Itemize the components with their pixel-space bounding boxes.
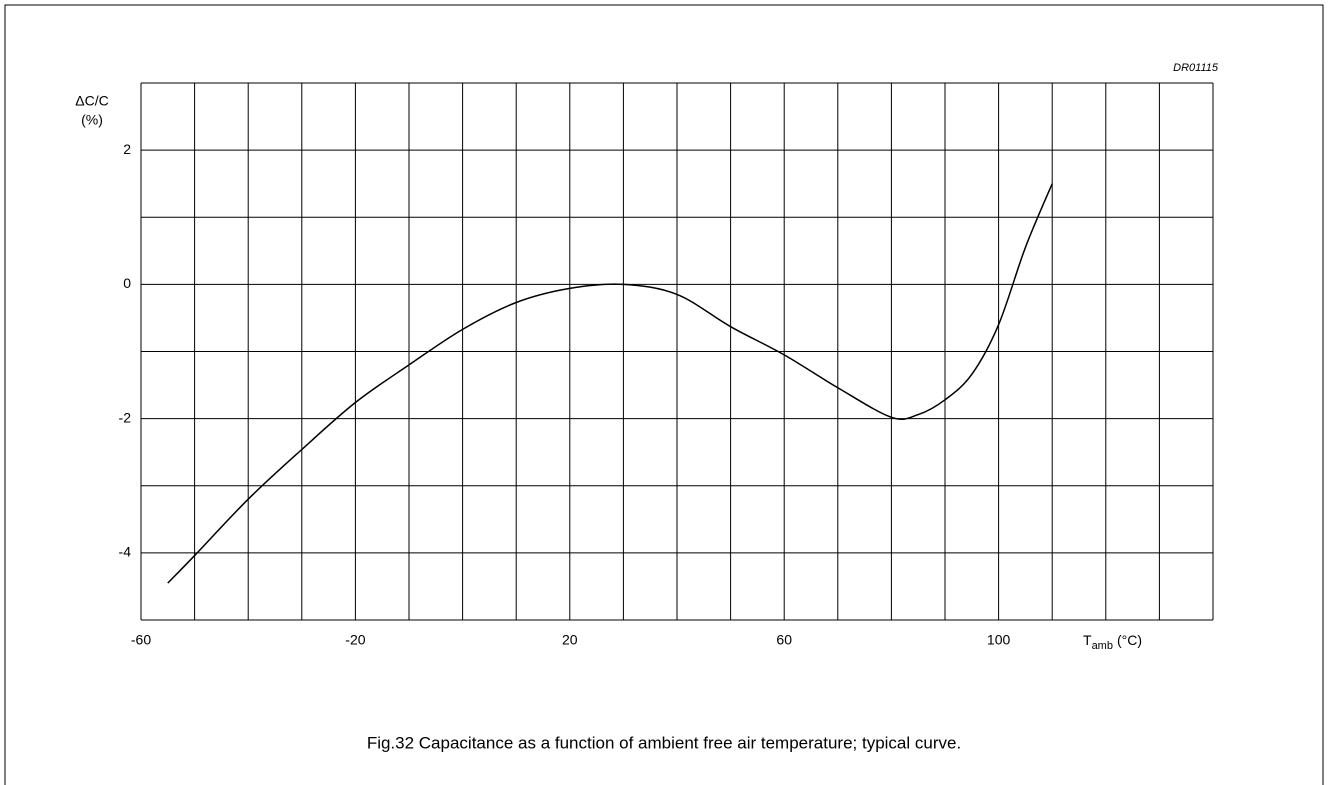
curve bbox=[167, 183, 1053, 584]
y-tick-label: -2 bbox=[119, 409, 132, 425]
y-axis-unit: (%) bbox=[81, 112, 103, 128]
figure-code: DR01115 bbox=[1173, 62, 1219, 74]
y-axis-label: ΔC/C bbox=[75, 93, 108, 109]
x-axis-unit: (°C) bbox=[1117, 632, 1142, 648]
frame bbox=[4, 4, 1324, 785]
x-tick-label: 100 bbox=[987, 632, 1011, 648]
x-axis-symbol: T bbox=[1083, 632, 1092, 648]
y-tick-label: 0 bbox=[123, 275, 131, 291]
x-tick-label: 60 bbox=[776, 632, 792, 648]
x-tick-label: -20 bbox=[345, 632, 365, 648]
y-tick-label: 2 bbox=[123, 141, 131, 157]
y-tick-label: -4 bbox=[119, 544, 132, 560]
x-axis-subscript: amb bbox=[1092, 640, 1113, 652]
x-tick-label: -60 bbox=[131, 632, 151, 648]
x-tick-label: 20 bbox=[562, 632, 578, 648]
x-axis-label: Tamb (°C) bbox=[1083, 632, 1142, 652]
caption: Fig.32 Capacitance as a function of ambi… bbox=[367, 733, 961, 752]
